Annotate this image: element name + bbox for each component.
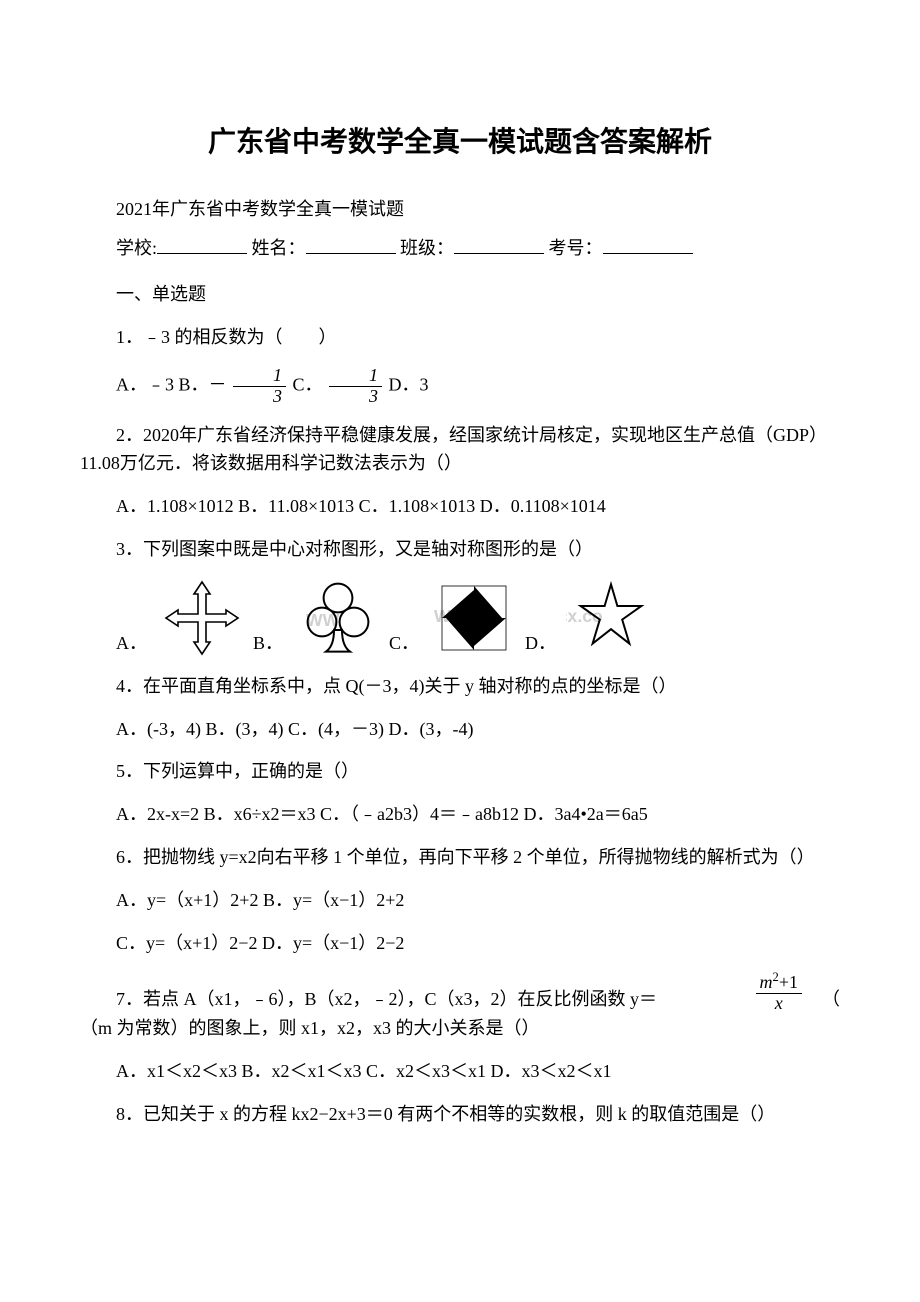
q2-options: A．1.108×1012 B．11.08×1013 C．1.108×1013 D… [80, 492, 840, 521]
frac-plus: +1 [779, 972, 798, 992]
q4-options: A．(-3，4) B．(3，4) C．(4，－3) D．(3，-4) [80, 715, 840, 744]
frac-num: 1 [233, 366, 286, 387]
q7-stem2: （m 为常数）的图象上，则 x1，x2，x3 的大小关系是（） [80, 1014, 840, 1043]
q3-labelB: B． [253, 629, 283, 658]
examno-blank [603, 236, 693, 254]
q3-shape-arrow-cross [157, 578, 247, 658]
class-blank [454, 236, 544, 254]
q3-shape-star: ocx.co [566, 578, 656, 658]
q6-options-2: C．y=（x+1）2−2 D．y=（x−1）2−2 [80, 929, 840, 958]
q3-labelD: D． [525, 629, 556, 658]
q7-options: A．x1＜x2＜x3 B．x2＜x1＜x3 C．x2＜x3＜x1 D．x3＜x2… [80, 1057, 840, 1086]
q7-paren: （ [822, 985, 840, 1014]
frac-den: 3 [233, 387, 286, 407]
school-blank [157, 236, 247, 254]
q3-shape-club: WW [293, 578, 383, 658]
q1-stem: 1．﹣3 的相反数为（ ） [80, 323, 840, 352]
q1-options: A．﹣3 B．－ 1 3 C． 1 3 D．3 [80, 366, 840, 407]
q3-labelC: C． [389, 629, 419, 658]
school-label: 学校: [116, 238, 157, 258]
q7-frac: m2+1 x [756, 971, 802, 1014]
q5-options: A．2x-x=2 B．x6÷x2＝x3 C．（﹣a2b3）4＝﹣a8b12 D．… [80, 800, 840, 829]
q1-optC: C． [293, 374, 323, 394]
page-title: 广东省中考数学全真一模试题含答案解析 [80, 120, 840, 165]
examno-label: 考号： [549, 238, 603, 258]
frac-m: m [760, 972, 773, 992]
name-label: 姓名： [252, 238, 306, 258]
q4-stem: 4．在平面直角坐标系中，点 Q(－3，4)关于 y 轴对称的点的坐标是（） [80, 672, 840, 701]
frac-den: x [756, 994, 802, 1014]
q7-wrap: 7．若点 A（x1，﹣6），B（x2，﹣2），C（x3，2）在反比例函数 y＝ … [80, 971, 840, 1042]
q8-stem: 8．已知关于 x 的方程 kx2−2x+3＝0 有两个不相等的实数根，则 k 的… [80, 1100, 840, 1129]
q3-shape-pinwheel: W.D [429, 578, 519, 658]
q6-stem: 6．把抛物线 y=x2向右平移 1 个单位，再向下平移 2 个单位，所得抛物线的… [80, 843, 840, 872]
q1-optD: D．3 [389, 374, 429, 394]
q2-stem: 2．2020年广东省经济保持平稳健康发展，经国家统计局核定，实现地区生产总值（G… [80, 421, 840, 479]
q3-options: A． B． WW C． W.D D． ocx.co [116, 578, 840, 658]
q7-stem1: 7．若点 A（x1，﹣6），B（x2，﹣2），C（x3，2）在反比例函数 y＝ [116, 989, 657, 1009]
q5-stem: 5．下列运算中，正确的是（） [80, 757, 840, 786]
section-1-header: 一、单选题 [80, 280, 840, 309]
frac-num: m2+1 [756, 971, 802, 994]
q1-frac2: 1 3 [329, 366, 382, 407]
frac-den: 3 [329, 387, 382, 407]
q1-frac1: 1 3 [233, 366, 286, 407]
q3-stem: 3．下列图案中既是中心对称图形，又是轴对称图形的是（） [80, 535, 840, 564]
q3-labelA: A． [116, 629, 147, 658]
name-blank [306, 236, 396, 254]
q6-options-1: A．y=（x+1）2+2 B．y=（x−1）2+2 [80, 886, 840, 915]
frac-num: 1 [329, 366, 382, 387]
exam-subtitle: 2021年广东省中考数学全真一模试题 [80, 195, 840, 224]
form-fields: 学校: 姓名： 班级： 考号： [80, 234, 840, 263]
q1-optA: A．﹣3 B．－ [116, 374, 227, 394]
class-label: 班级： [400, 238, 454, 258]
